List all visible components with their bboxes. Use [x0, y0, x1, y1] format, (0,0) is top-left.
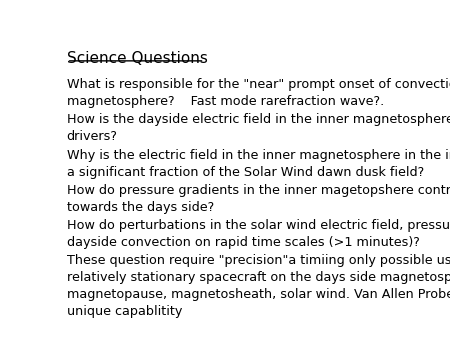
Text: How do perturbations in the solar wind electric field, pressure, and other "cont: How do perturbations in the solar wind e… — [67, 219, 450, 249]
Text: These question require "precision"a timiing only possible using measurements fro: These question require "precision"a timi… — [67, 254, 450, 318]
Text: What is responsible for the "near" prompt onset of convection in the inner
magne: What is responsible for the "near" promp… — [67, 78, 450, 108]
Text: How do pressure gradients in the inner magetopshere controll the flow of plasma
: How do pressure gradients in the inner m… — [67, 184, 450, 214]
Text: Science Questions: Science Questions — [67, 51, 207, 66]
Text: How is the dayside electric field in the inner magnetosphere related to solar wi: How is the dayside electric field in the… — [67, 114, 450, 143]
Text: Why is the electric field in the inner magnetosphere in the inner magnetosphere : Why is the electric field in the inner m… — [67, 149, 450, 178]
